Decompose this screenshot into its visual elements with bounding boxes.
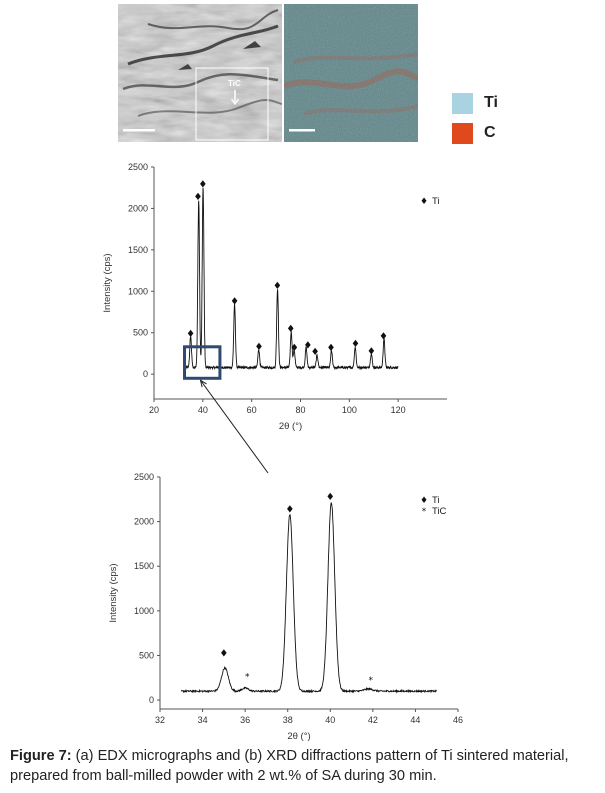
x-tick-label: 40: [198, 405, 208, 415]
legend-item-c: C: [452, 118, 498, 148]
y-axis-title: Intensity (cps): [102, 253, 113, 312]
y-tick-label: 1500: [128, 245, 148, 255]
x-axis-title: 2θ (°): [287, 731, 310, 742]
y-tick-label: 2000: [134, 517, 154, 527]
ti-peak-marker: ♦: [273, 281, 282, 292]
y-tick-label: 1000: [128, 286, 148, 296]
ti-peak-marker: ♦: [311, 347, 320, 358]
x-tick-label: 40: [325, 715, 335, 725]
ti-peak-marker: ♦: [351, 339, 360, 350]
ti-swatch: [452, 92, 473, 114]
x-tick-label: 46: [453, 715, 463, 725]
zoom-region-box: [183, 345, 222, 380]
tic-peak-marker: *: [245, 673, 250, 683]
xrd-full-chart: 0 500 1000 1500 2000 2500 20 40 60 80 100 120 2θ (°)…: [0, 155, 605, 435]
scale-bar: [123, 129, 155, 132]
ti-peak-marker: ♦: [198, 180, 207, 191]
xrd-full-plot: 0 500 1000 1500 2000 2500 20 40 60 80 100 120 2θ (°)…: [102, 162, 447, 432]
xrd-trace: [180, 502, 437, 694]
ti-peak-marker: ♦: [327, 343, 336, 354]
x-tick-label: 20: [149, 405, 159, 415]
x-tick-label: 120: [391, 405, 406, 415]
y-tick-label: 500: [133, 328, 148, 338]
y-axis-title: Intensity (cps): [108, 563, 119, 622]
y-tick-label: 0: [149, 695, 154, 705]
ti-peak-marker: ♦: [290, 343, 299, 354]
ti-peak-marker: ♦: [186, 329, 195, 340]
legend-marker: ♦: [420, 496, 428, 506]
xrd-trace: [185, 187, 399, 371]
ti-peak-marker: ♦: [303, 340, 312, 351]
c-swatch: [452, 122, 473, 144]
x-tick-label: 36: [240, 715, 250, 725]
y-tick-label: 1500: [134, 561, 154, 571]
element-legend: Ti C: [452, 88, 498, 148]
xrd-zoom-plot: 0 500 1000 1500 2000 2500 32 34 36 38 40 42 44 46 2θ (…: [108, 472, 463, 742]
ti-peak-marker: ♦: [285, 505, 294, 516]
y-tick-label: 0: [143, 369, 148, 379]
x-axis-title: 2θ (°): [279, 421, 302, 432]
edx-map: [284, 4, 418, 142]
x-tick-label: 42: [368, 715, 378, 725]
legend-item-ti: Ti: [452, 88, 498, 118]
ti-peak-marker: ♦: [193, 192, 202, 203]
legend-label: Ti: [432, 196, 440, 207]
legend-label: C: [484, 124, 496, 141]
y-tick-label: 2500: [128, 162, 148, 172]
ti-peak-marker: ♦: [230, 297, 239, 308]
y-tick-label: 500: [139, 650, 154, 660]
legend-marker: *: [422, 507, 427, 517]
caption-text: (a) EDX micrographs and (b) XRD diffract…: [10, 748, 569, 784]
x-tick-label: 100: [342, 405, 357, 415]
legend-label: Ti: [432, 495, 440, 506]
tic-label: TiC: [228, 79, 241, 88]
ti-peak-marker: ♦: [255, 342, 264, 353]
legend-marker: ♦: [420, 197, 428, 207]
x-tick-label: 38: [283, 715, 293, 725]
ti-peak-marker: ♦: [326, 492, 335, 503]
x-tick-label: 32: [155, 715, 165, 725]
figure-caption: Figure 7: (a) EDX micrographs and (b) XR…: [10, 746, 600, 786]
figure-label: Figure 7:: [10, 748, 72, 764]
ti-peak-marker: ♦: [219, 648, 228, 659]
x-tick-label: 80: [295, 405, 305, 415]
xrd-zoom-chart: 0 500 1000 1500 2000 2500 32 34 36 38 40 42 44 46 2θ (…: [0, 465, 605, 745]
ti-peak-marker: ♦: [367, 346, 376, 357]
x-tick-label: 34: [198, 715, 208, 725]
y-tick-label: 1000: [134, 606, 154, 616]
tic-peak-marker: *: [368, 676, 373, 686]
y-tick-label: 2500: [134, 472, 154, 482]
x-tick-label: 44: [410, 715, 420, 725]
ti-peak-marker: ♦: [379, 331, 388, 342]
sem-micrograph: TiC: [118, 4, 282, 142]
legend-label: Ti: [484, 94, 498, 111]
y-tick-label: 2000: [128, 203, 148, 213]
scale-bar: [289, 129, 315, 132]
legend-label: TiC: [432, 506, 447, 517]
ti-peak-marker: ♦: [286, 324, 295, 335]
x-tick-label: 60: [247, 405, 257, 415]
